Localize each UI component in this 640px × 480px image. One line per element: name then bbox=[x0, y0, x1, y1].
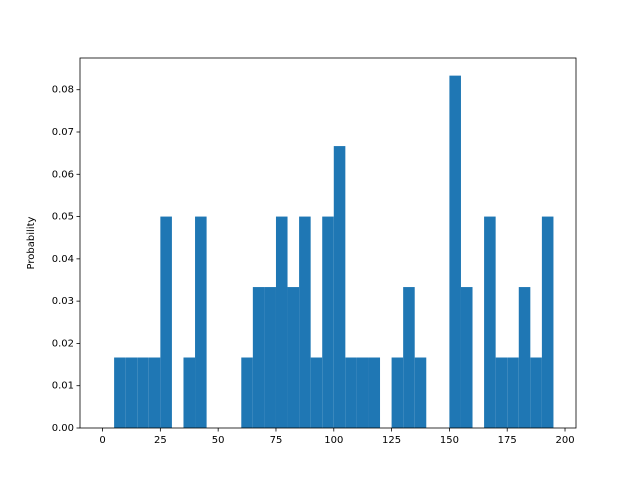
y-tick-label: 0.03 bbox=[52, 296, 74, 307]
bar bbox=[160, 216, 172, 428]
bar bbox=[541, 216, 554, 428]
bar bbox=[507, 357, 519, 428]
x-tick-label: 25 bbox=[154, 435, 167, 446]
y-tick-label: 0.07 bbox=[52, 127, 74, 138]
bar bbox=[114, 357, 126, 428]
plot-frame bbox=[79, 57, 577, 429]
x-tick-label: 50 bbox=[212, 435, 225, 446]
y-tick-label: 0.02 bbox=[52, 338, 74, 349]
x-tick-label: 125 bbox=[382, 435, 401, 446]
bar bbox=[148, 357, 161, 428]
bar bbox=[310, 357, 323, 428]
bar bbox=[195, 216, 207, 428]
y-tick-label: 0.08 bbox=[52, 85, 74, 96]
bar bbox=[495, 357, 508, 428]
x-tick-label: 200 bbox=[555, 435, 574, 446]
bar bbox=[414, 357, 427, 428]
bar bbox=[299, 216, 311, 428]
bar bbox=[252, 287, 265, 428]
bar bbox=[449, 75, 461, 428]
bar bbox=[518, 287, 531, 428]
bar bbox=[403, 287, 415, 428]
x-tick-label: 100 bbox=[324, 435, 343, 446]
bar bbox=[484, 216, 496, 428]
bar bbox=[275, 216, 288, 428]
bar bbox=[322, 216, 334, 428]
bar bbox=[241, 357, 253, 428]
x-tick-label: 0 bbox=[99, 435, 105, 446]
x-tick-label: 75 bbox=[270, 435, 283, 446]
y-tick-label: 0.01 bbox=[52, 381, 74, 392]
y-tick-label: 0.00 bbox=[52, 423, 74, 434]
x-tick-label: 175 bbox=[498, 435, 517, 446]
bar bbox=[391, 357, 404, 428]
y-tick-label: 0.05 bbox=[52, 212, 74, 223]
x-tick-label: 150 bbox=[440, 435, 459, 446]
y-tick-label: 0.06 bbox=[52, 169, 74, 180]
bar bbox=[264, 287, 276, 428]
y-tick-label: 0.04 bbox=[52, 254, 74, 265]
bar bbox=[287, 287, 300, 428]
bar bbox=[530, 357, 542, 428]
bar bbox=[333, 146, 346, 428]
bar bbox=[137, 357, 149, 428]
bar bbox=[125, 357, 138, 428]
bar bbox=[356, 357, 369, 428]
y-axis-label: Probability bbox=[26, 216, 37, 269]
bar bbox=[368, 357, 381, 428]
bar bbox=[460, 287, 473, 428]
bar bbox=[345, 357, 357, 428]
bar bbox=[183, 357, 196, 428]
